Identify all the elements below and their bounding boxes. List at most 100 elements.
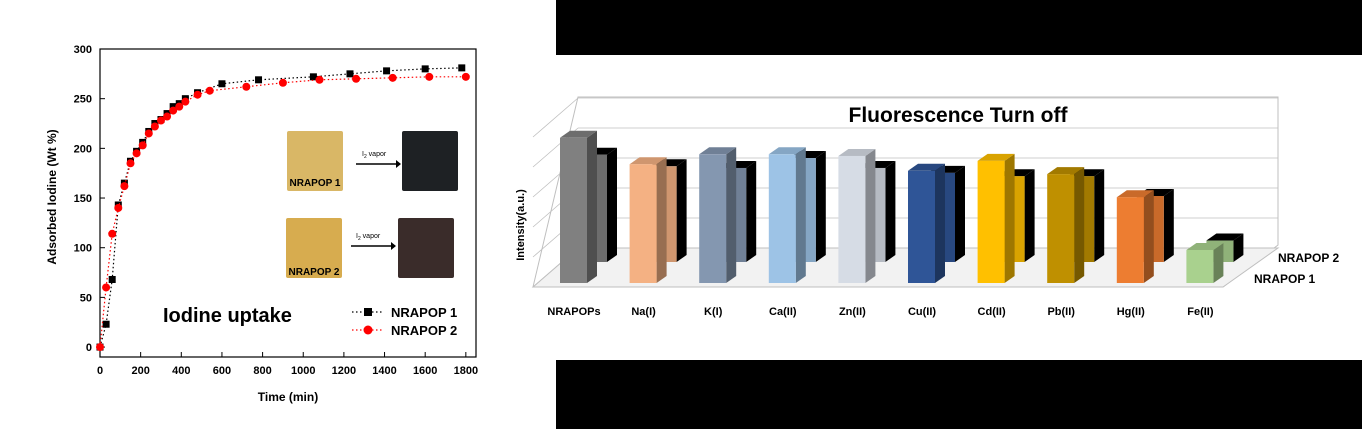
- inset-photos: NRAPOP 1 I2 vapor NRAPOP 2 I2 vapor: [286, 131, 458, 278]
- black-top-band: [556, 0, 1362, 55]
- plot-border: [99, 48, 477, 358]
- data-point-nrapop-2: [96, 343, 104, 352]
- inset-1-arrow-label: I2 vapor: [362, 151, 387, 160]
- y-tick-label: 200: [74, 143, 92, 155]
- bar-front: [1186, 250, 1214, 283]
- bar-nrapop-1-3: [768, 147, 806, 283]
- data-point-nrapop-2: [242, 82, 251, 91]
- bar-nrapop-1-0: [560, 130, 597, 283]
- x-tick-label: 1400: [372, 365, 396, 377]
- fluorescence-panel: NRAPOPs Na(I) K(I) Ca(II) Zn(II) Cu(II) Cd(II)…: [488, 55, 1362, 360]
- plot-frame: [99, 48, 477, 358]
- data-point-nrapop-2: [352, 74, 361, 83]
- category-label: K(I): [704, 306, 723, 318]
- nrapop-1-after-photo: [402, 131, 458, 191]
- bar-top: [560, 130, 597, 138]
- bar-side: [746, 160, 757, 262]
- bar-side: [1024, 169, 1035, 262]
- data-point-nrapop-2: [120, 182, 129, 191]
- chart-title: Iodine uptake: [163, 305, 292, 327]
- legend-marker-nrapop-2: [363, 325, 373, 335]
- data-point-nrapop-1: [255, 76, 263, 84]
- bar-front: [629, 164, 657, 283]
- bar-top: [908, 163, 945, 171]
- data-point-nrapop-2: [163, 112, 172, 121]
- category-label: Cu(II): [908, 306, 936, 318]
- nrapop-2-after-photo: [398, 218, 454, 278]
- bar-side: [865, 148, 876, 283]
- black-bottom-band: [556, 360, 1362, 429]
- bar-side: [1094, 169, 1105, 262]
- category-label: Pb(II): [1047, 306, 1075, 318]
- data-series: [96, 64, 470, 352]
- axis-ticks: 0 200 400 600 800 1000 1200 1400 1600 1800 0 50 100 1…: [74, 44, 478, 377]
- bar-side: [815, 151, 826, 262]
- category-label: Zn(II): [839, 306, 866, 318]
- inset-1-arrowhead: [396, 160, 401, 168]
- inset-1-label: NRAPOP 1: [290, 178, 341, 189]
- bar-top: [1186, 243, 1224, 250]
- series-label-nrapop-2: NRAPOP 2: [1278, 251, 1339, 265]
- bar-nrapop-1-9: [1186, 243, 1224, 283]
- data-point-nrapop-2: [278, 78, 287, 87]
- bar-side: [1233, 233, 1244, 262]
- legend: NRAPOP 1 NRAPOP 2: [352, 305, 457, 338]
- bar-nrapop-1-5: [908, 163, 945, 283]
- bar-top: [1116, 190, 1154, 198]
- inset-2-label: NRAPOP 2: [289, 267, 340, 278]
- bar-side: [607, 147, 617, 262]
- data-point-nrapop-2: [144, 129, 153, 138]
- fluorescence-turn-off-chart: NRAPOPs Na(I) K(I) Ca(II) Zn(II) Cu(II) Cd(II)…: [515, 96, 1339, 318]
- data-point-nrapop-2: [132, 149, 141, 158]
- bar-top: [699, 147, 737, 155]
- x-tick-label: 1800: [454, 365, 478, 377]
- category-label: Na(I): [631, 306, 656, 318]
- bar-side: [955, 165, 965, 262]
- y-axis-label: Intensity(a.u.): [515, 189, 527, 261]
- x-tick-label: 800: [253, 365, 271, 377]
- category-label: Hg(II): [1117, 306, 1145, 318]
- x-tick-label: 1600: [413, 365, 437, 377]
- data-point-nrapop-2: [108, 229, 117, 238]
- side-gridline: [532, 97, 579, 138]
- nrapop-2-before-photo: [286, 218, 342, 278]
- data-point-nrapop-2: [315, 75, 324, 84]
- bar-side: [1004, 153, 1015, 283]
- iodine-uptake-panel: 0 200 400 600 800 1000 1200 1400 1600 1800 0 50 100 1…: [0, 0, 556, 429]
- inset-row-2: NRAPOP 2 I2 vapor: [286, 218, 454, 278]
- bar-front: [977, 160, 1005, 283]
- iodine-uptake-chart: 0 200 400 600 800 1000 1200 1400 1600 1800 0 50 100 1…: [45, 44, 478, 404]
- bar-side: [935, 163, 945, 283]
- inset-2-arrow-label: I2 vapor: [356, 233, 381, 242]
- chart-title: Fluorescence Turn off: [849, 104, 1069, 127]
- data-point-nrapop-1: [383, 67, 391, 75]
- bar-side: [726, 147, 737, 283]
- bar-side: [1213, 243, 1224, 283]
- data-point-nrapop-2: [461, 72, 470, 81]
- data-point-nrapop-1: [218, 80, 226, 88]
- data-point-nrapop-2: [425, 72, 434, 81]
- data-point-nrapop-2: [169, 106, 178, 115]
- bar-front: [560, 137, 587, 283]
- data-point-nrapop-2: [114, 203, 123, 212]
- bar-nrapop-1-1: [629, 157, 667, 283]
- inset-row-1: NRAPOP 1 I2 vapor: [287, 131, 458, 191]
- inset-2-arrowhead: [391, 242, 396, 250]
- data-point-nrapop-1: [346, 70, 354, 78]
- data-point-nrapop-2: [150, 122, 159, 131]
- x-axis-label: Time (min): [258, 390, 318, 404]
- data-point-nrapop-2: [138, 141, 147, 150]
- y-tick-label: 150: [74, 193, 92, 205]
- bar-front: [699, 154, 727, 283]
- bar-side: [795, 147, 806, 283]
- category-labels: NRAPOPs Na(I) K(I) Ca(II) Zn(II) Cu(II) Cd(II)…: [547, 306, 1213, 318]
- nrapop-1-before-photo: [287, 131, 343, 191]
- y-tick-label: 100: [74, 243, 92, 255]
- legend-label-nrapop-1: NRAPOP 1: [391, 305, 457, 320]
- data-point-nrapop-2: [156, 116, 165, 125]
- bar-nrapop-1-2: [699, 147, 737, 283]
- bar-side: [885, 160, 896, 262]
- bar-side: [1074, 167, 1085, 283]
- bar-nrapop-1-7: [1047, 167, 1085, 283]
- data-point-nrapop-1: [102, 320, 110, 328]
